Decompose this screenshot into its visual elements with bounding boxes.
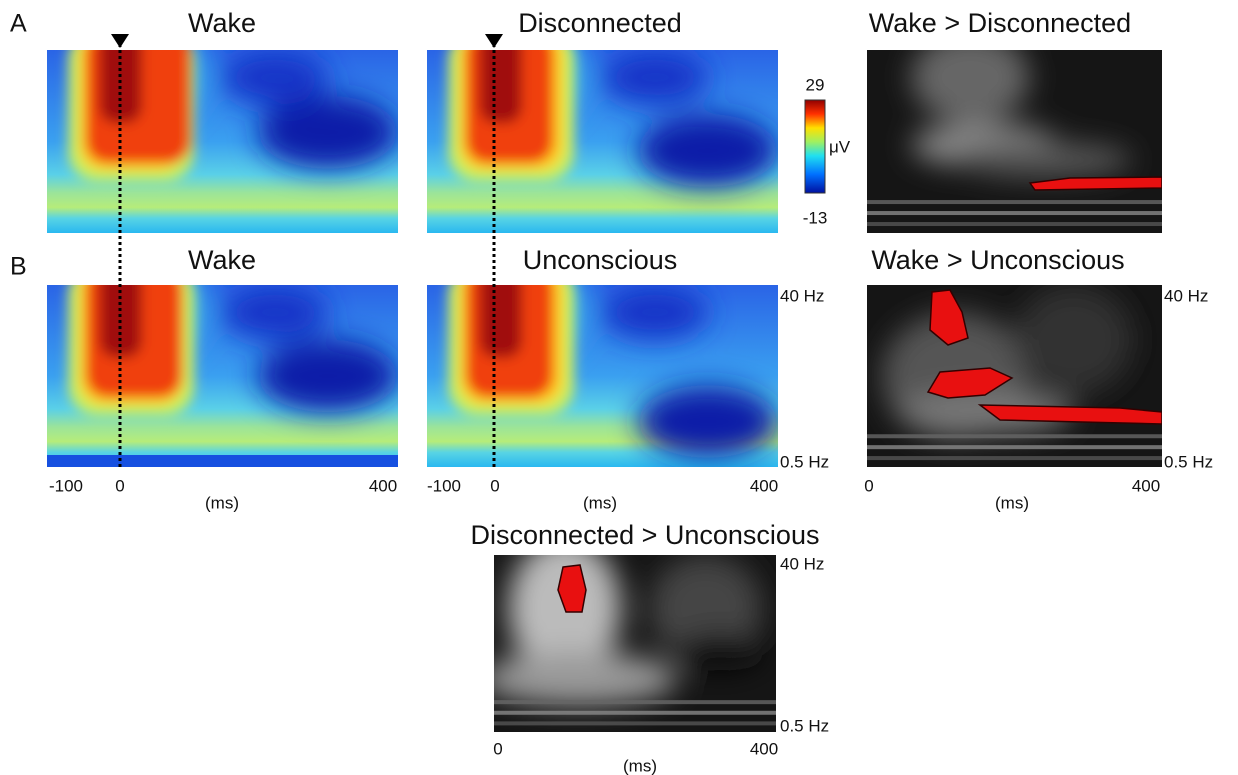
map-blobs xyxy=(494,555,762,706)
band xyxy=(479,50,522,124)
cluster xyxy=(929,289,969,346)
heatmaps xyxy=(47,50,1162,732)
x-tick-label: -100 xyxy=(427,476,461,495)
stripe xyxy=(494,721,776,726)
map-band xyxy=(68,50,195,182)
cluster xyxy=(557,564,587,613)
panel-title: Unconscious xyxy=(523,245,678,275)
panel-title: Wake > Disconnected xyxy=(869,8,1131,38)
blob xyxy=(257,339,398,413)
x-axis-unit: (ms) xyxy=(623,756,657,775)
map-band xyxy=(448,50,575,182)
stripe xyxy=(867,200,1162,205)
heatmap xyxy=(494,555,776,732)
x-axis-unit: (ms) xyxy=(995,493,1029,512)
freq-label: 40 Hz xyxy=(1164,286,1208,305)
colorbar-min: -13 xyxy=(803,208,828,227)
blob xyxy=(602,50,708,105)
freq-label: 0.5 Hz xyxy=(780,716,829,735)
stripe xyxy=(867,222,1162,227)
x-tick-label: 0 xyxy=(115,476,124,495)
onset-marker xyxy=(485,34,503,48)
heatmap xyxy=(47,50,398,233)
stripe xyxy=(494,710,776,715)
colorbar-max: 29 xyxy=(806,75,825,94)
x-tick-label: 400 xyxy=(750,739,778,758)
stripe xyxy=(867,434,1162,439)
panel-title: Wake xyxy=(188,245,256,275)
blob xyxy=(955,141,1133,179)
blob xyxy=(896,390,1074,435)
stripe xyxy=(867,456,1162,461)
cluster xyxy=(926,367,1014,399)
blob xyxy=(1014,285,1133,395)
blob xyxy=(222,285,328,340)
x-tick-label: 0 xyxy=(490,476,499,495)
freq-label: 0.5 Hz xyxy=(780,452,829,471)
colorbar xyxy=(804,99,826,194)
onset-marker xyxy=(111,34,129,48)
panel-title: Wake xyxy=(188,8,256,38)
x-axis-unit: (ms) xyxy=(205,493,239,512)
heatmap xyxy=(47,285,398,467)
freq-label: 40 Hz xyxy=(780,554,824,573)
blob xyxy=(508,555,621,679)
band xyxy=(479,285,522,358)
panel-label: B xyxy=(10,253,27,281)
panel-title: Disconnected xyxy=(518,8,682,38)
x-tick-label: 0 xyxy=(493,739,502,758)
panel-title: Disconnected > Unconscious xyxy=(471,520,820,550)
panel-label: A xyxy=(10,10,27,38)
x-tick-label: -100 xyxy=(49,476,83,495)
heatmap xyxy=(867,50,1162,233)
freq-label: 0.5 Hz xyxy=(1164,452,1213,471)
blob xyxy=(637,114,778,188)
blob xyxy=(257,95,398,169)
map-band xyxy=(68,285,195,417)
stripe xyxy=(867,211,1162,216)
heatmap xyxy=(427,50,778,233)
heatmap xyxy=(867,285,1162,467)
blob xyxy=(602,285,708,340)
blob xyxy=(494,652,678,706)
colorbar-unit: μV xyxy=(829,137,851,156)
blob xyxy=(911,50,1030,124)
map-blobs xyxy=(911,50,1133,179)
x-tick-label: 400 xyxy=(1132,476,1160,495)
blob xyxy=(222,50,328,105)
x-axis-unit: (ms) xyxy=(583,493,617,512)
cluster xyxy=(977,404,1162,425)
blob xyxy=(677,634,762,671)
blob xyxy=(637,385,778,458)
panel-title: Wake > Unconscious xyxy=(871,245,1124,275)
blob xyxy=(649,555,762,662)
freq-label: 40 Hz xyxy=(780,286,824,305)
heatmap xyxy=(427,285,778,467)
map-band xyxy=(448,285,575,417)
x-tick-label: 0 xyxy=(864,476,873,495)
x-tick-label: 400 xyxy=(369,476,397,495)
x-tick-label: 400 xyxy=(750,476,778,495)
stripe xyxy=(867,445,1162,450)
band xyxy=(47,455,398,467)
cluster xyxy=(1028,176,1162,191)
stripe xyxy=(494,700,776,705)
